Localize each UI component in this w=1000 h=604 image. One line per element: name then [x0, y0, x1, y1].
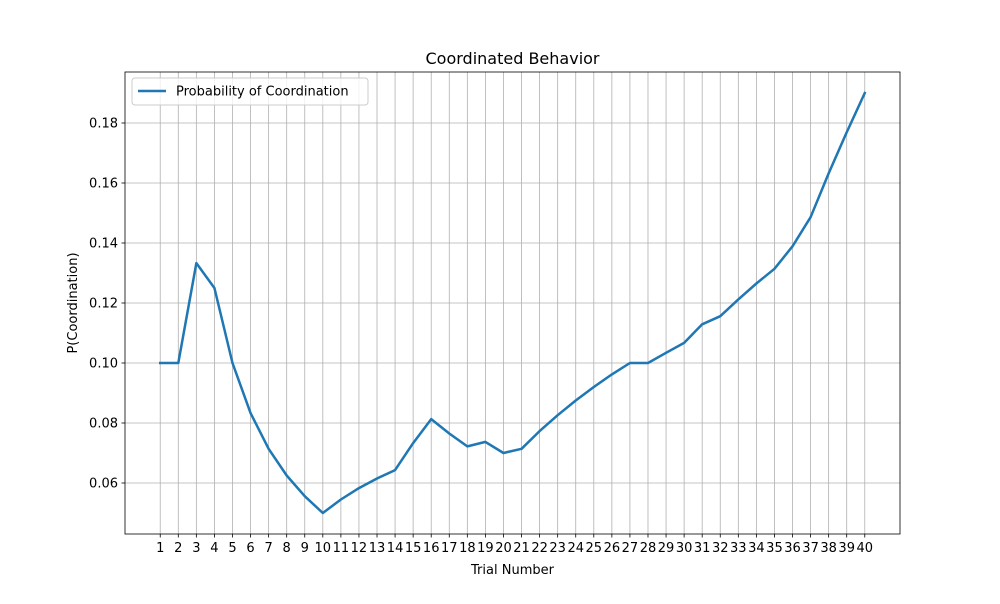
- x-axis-label: Trial Number: [470, 563, 555, 578]
- y-tick-label: 0.16: [89, 177, 118, 192]
- x-tick-label: 15: [405, 541, 422, 556]
- y-axis-label: P(Coordination): [66, 252, 81, 353]
- x-tick-label: 18: [459, 541, 476, 556]
- x-tick-label: 30: [676, 541, 693, 556]
- x-tick-label: 6: [246, 541, 254, 556]
- x-tick-label: 26: [604, 541, 621, 556]
- x-tick-label: 9: [301, 541, 309, 556]
- x-tick-label: 14: [387, 541, 404, 556]
- x-tick-label: 3: [192, 541, 200, 556]
- x-tick-label: 34: [748, 541, 765, 556]
- x-tick-label: 40: [856, 541, 873, 556]
- x-tick-label: 8: [283, 541, 291, 556]
- x-tick-label: 33: [730, 541, 747, 556]
- legend-label: Probability of Coordination: [176, 85, 349, 100]
- y-tick-label: 0.14: [89, 237, 118, 252]
- y-tick-label: 0.18: [89, 117, 118, 132]
- legend: Probability of Coordination: [131, 77, 369, 106]
- grid-lines: [125, 72, 900, 534]
- x-tick-label: 12: [351, 541, 368, 556]
- y-tick-label: 0.06: [89, 477, 118, 492]
- axis-ticks: 1 2 3 4 5 6 7 8 9 10 11 12 13 14 15 16 17 18 19 20 21 22 23 24 2…: [89, 117, 873, 557]
- x-tick-label: 27: [622, 541, 639, 556]
- x-tick-label: 11: [333, 541, 350, 556]
- x-tick-label: 36: [784, 541, 801, 556]
- x-tick-label: 7: [264, 541, 272, 556]
- x-tick-label: 24: [567, 541, 584, 556]
- x-tick-label: 16: [423, 541, 440, 556]
- x-tick-label: 23: [549, 541, 566, 556]
- legend-box: [131, 77, 369, 106]
- x-tick-label: 37: [802, 541, 819, 556]
- x-tick-label: 10: [315, 541, 332, 556]
- x-tick-label: 4: [210, 541, 218, 556]
- x-tick-label: 13: [369, 541, 386, 556]
- x-tick-label: 20: [495, 541, 512, 556]
- x-tick-label: 1: [156, 541, 164, 556]
- x-tick-label: 19: [477, 541, 494, 556]
- x-tick-label: 35: [766, 541, 783, 556]
- y-tick-label: 0.10: [89, 357, 118, 372]
- x-tick-label: 17: [441, 541, 458, 556]
- x-tick-label: 2: [174, 541, 182, 556]
- x-tick-label: 32: [712, 541, 729, 556]
- x-tick-label: 29: [658, 541, 675, 556]
- x-tick-label: 28: [640, 541, 657, 556]
- x-tick-label: 31: [694, 541, 711, 556]
- series-line: [158, 91, 867, 515]
- x-tick-label: 25: [586, 541, 603, 556]
- x-tick-label: 22: [531, 541, 548, 556]
- y-tick-label: 0.08: [89, 417, 118, 432]
- series-lines: [158, 91, 867, 515]
- x-tick-label: 5: [228, 541, 236, 556]
- y-tick-label: 0.12: [89, 297, 118, 312]
- x-tick-label: 39: [838, 541, 855, 556]
- chart-title: Coordinated Behavior: [426, 49, 600, 68]
- x-tick-label: 21: [513, 541, 530, 556]
- x-tick-label: 38: [820, 541, 837, 556]
